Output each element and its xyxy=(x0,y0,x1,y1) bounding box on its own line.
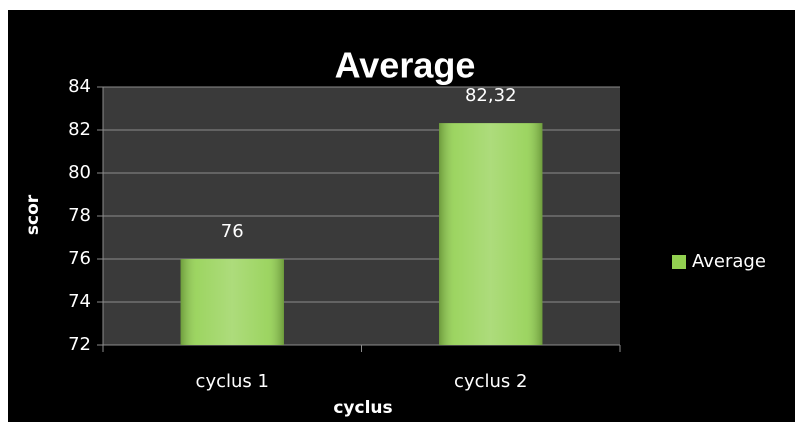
legend-label: Average xyxy=(692,251,766,272)
legend-swatch xyxy=(672,255,686,269)
data-label: 82,32 xyxy=(465,85,517,106)
y-tick-label: 72 xyxy=(68,334,91,355)
y-tick-label: 78 xyxy=(68,205,91,226)
bar-shading xyxy=(439,123,543,346)
bar-shading xyxy=(180,259,284,345)
y-tick-label: 80 xyxy=(68,162,91,183)
chart-title: Average xyxy=(335,45,476,86)
x-tick-label: cyclus 2 xyxy=(454,371,527,392)
data-label: 76 xyxy=(221,221,244,242)
y-tick-label: 76 xyxy=(68,248,91,269)
x-tick-label: cyclus 1 xyxy=(196,371,269,392)
y-tick-label: 82 xyxy=(68,119,91,140)
y-tick-label: 74 xyxy=(68,291,91,312)
y-tick-label: 84 xyxy=(68,76,91,97)
y-axis-label: scor xyxy=(23,194,43,235)
x-axis-label: cyclus xyxy=(333,398,392,418)
